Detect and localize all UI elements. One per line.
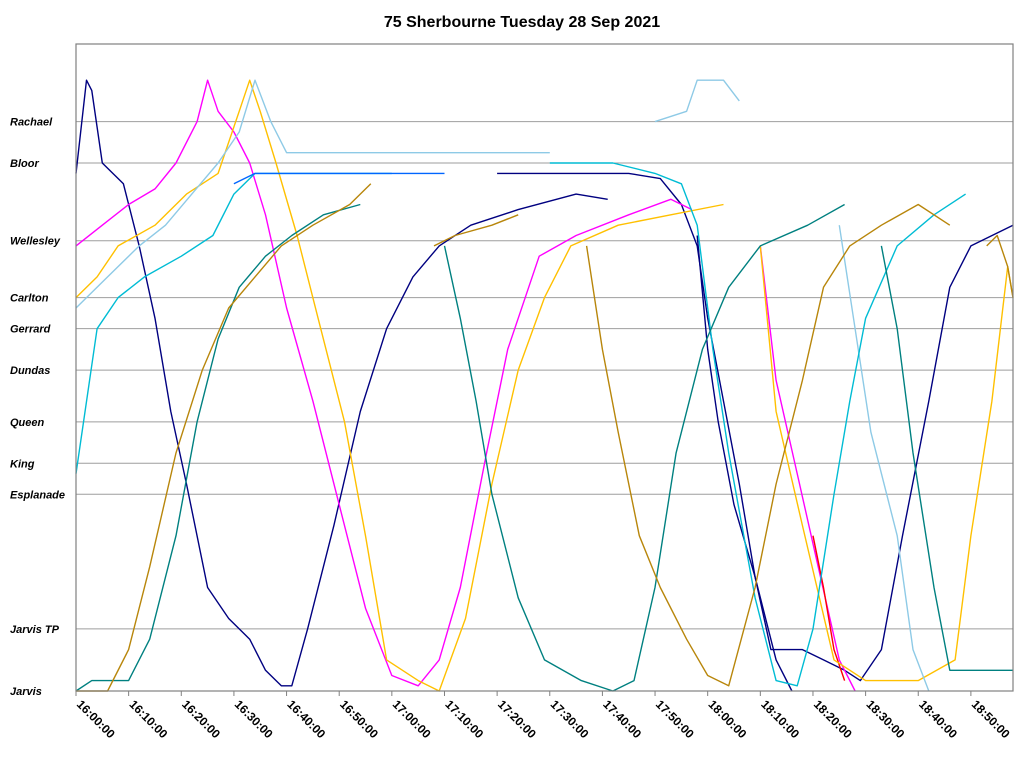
stop-label: Gerrard xyxy=(10,324,51,336)
stop-label: Carlton xyxy=(10,293,49,305)
stop-label: King xyxy=(10,458,35,470)
vehicle-trace-13 xyxy=(549,162,966,687)
time-labels: 16:00:00 16:10:00 16:20:00 16:30:00 16:40:00… xyxy=(74,691,1013,741)
series-layer xyxy=(75,79,1014,692)
vehicle-trace-18 xyxy=(76,183,372,692)
time-label: 18:20:00 xyxy=(811,697,855,741)
time-label: 18:50:00 xyxy=(969,697,1013,741)
vehicle-trace-8 xyxy=(759,245,1014,682)
vehicle-trace-7 xyxy=(75,79,724,692)
vehicle-trace-17 xyxy=(880,245,1013,671)
stop-label: Jarvis TP xyxy=(10,624,60,636)
time-label: 17:50:00 xyxy=(653,697,697,741)
vehicle-trace-10 xyxy=(654,79,740,123)
time-label: 16:20:00 xyxy=(179,697,223,741)
time-label: 16:50:00 xyxy=(337,697,381,741)
vehicle-trace-5 xyxy=(759,245,856,692)
vehicle-trace-3 xyxy=(696,235,793,692)
time-label: 17:10:00 xyxy=(442,697,486,741)
vehicle-trace-11 xyxy=(838,225,930,692)
vehicle-trace-12 xyxy=(75,172,392,474)
stop-labels: Jarvis Jarvis TP Esplanade King Queen Dundas G… xyxy=(10,117,65,698)
time-label: 16:40:00 xyxy=(284,697,328,741)
chart-title: 75 Sherbourne Tuesday 28 Sep 2021 xyxy=(384,14,660,31)
vehicle-trace-1 xyxy=(75,79,608,687)
stop-label: Rachael xyxy=(10,117,53,129)
time-label: 18:40:00 xyxy=(916,697,960,741)
vehicle-trace-14 xyxy=(233,172,445,185)
vehicle-trace-20 xyxy=(585,203,951,687)
time-label: 18:30:00 xyxy=(863,697,907,741)
plot-frame xyxy=(75,43,1014,692)
time-label: 18:00:00 xyxy=(706,697,750,741)
time-label: 17:20:00 xyxy=(495,697,539,741)
vehicle-trace-9 xyxy=(75,79,550,309)
time-label: 16:10:00 xyxy=(127,697,171,741)
time-label: 17:00:00 xyxy=(390,697,434,741)
stop-label: Queen xyxy=(10,417,45,429)
vehicle-trace-6 xyxy=(812,535,846,681)
time-label: 17:30:00 xyxy=(548,697,592,741)
time-label: 17:40:00 xyxy=(600,697,644,741)
vehicle-trace-15 xyxy=(75,203,361,692)
stop-label: Jarvis xyxy=(10,686,42,698)
vehicle-trace-21 xyxy=(986,234,1014,298)
stop-label: Wellesley xyxy=(10,236,61,248)
grid xyxy=(76,121,1013,692)
stop-label: Bloor xyxy=(10,158,39,170)
time-label: 16:00:00 xyxy=(74,697,118,741)
vehicle-trace-19 xyxy=(433,214,519,247)
stop-label: Dundas xyxy=(10,365,50,377)
time-label: 18:10:00 xyxy=(758,697,802,741)
stop-label: Esplanade xyxy=(10,489,65,501)
vehicle-trace-2 xyxy=(497,172,1014,682)
vehicle-trace-4 xyxy=(75,79,693,687)
vehicle-trace-16 xyxy=(443,203,845,692)
time-label: 16:30:00 xyxy=(232,697,276,741)
